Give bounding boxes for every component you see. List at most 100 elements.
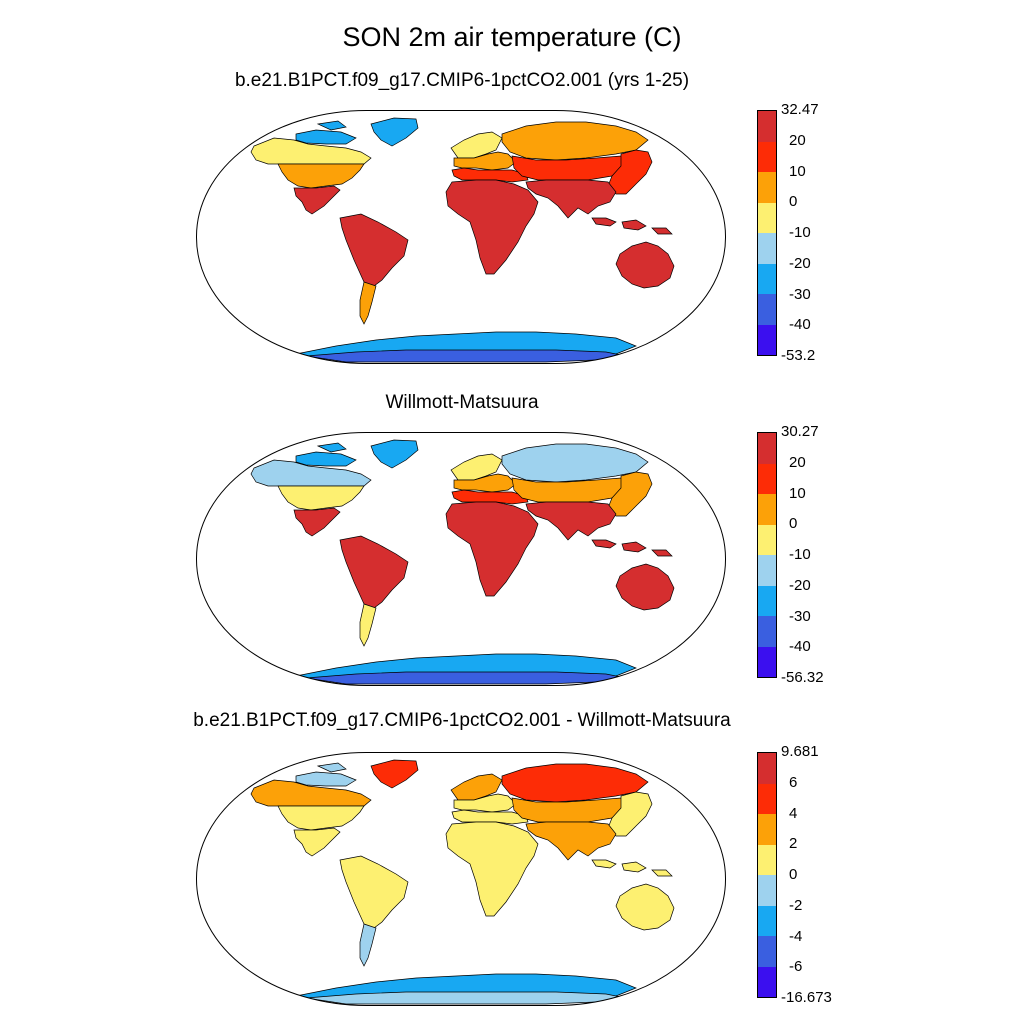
colorbar-swatch (758, 494, 776, 525)
colorbar-tick-label: -30 (789, 285, 811, 303)
colorbar-swatch (758, 202, 776, 233)
colorbar-swatch (758, 263, 776, 294)
colorbar-swatch (758, 463, 776, 494)
colorbar-tick-label: -40 (789, 638, 811, 656)
land-region (295, 762, 357, 787)
land-region (359, 603, 377, 647)
map-outline (196, 110, 726, 364)
land-region (293, 827, 341, 857)
colorbar-tick-label: -6 (789, 958, 803, 976)
land-region (445, 179, 539, 275)
colorbar-tick-label: -2 (789, 896, 803, 914)
colorbar (757, 752, 777, 998)
colorbar-tick-label: 9.681 (781, 743, 819, 760)
land-region (451, 809, 529, 825)
land-region (591, 539, 673, 557)
land-region (525, 501, 617, 541)
colorbar-swatch (758, 433, 776, 464)
land-region (511, 477, 627, 503)
land-region (525, 179, 617, 219)
world-map (196, 432, 726, 686)
colorbar-tick-label: -20 (789, 576, 811, 594)
colorbar-swatch (758, 324, 776, 355)
colorbar-swatch (758, 294, 776, 325)
colorbar (757, 110, 777, 356)
colorbar-tick-label: -40 (789, 316, 811, 334)
land-region (615, 883, 675, 931)
colorbar-swatch (758, 814, 776, 845)
land-region (615, 563, 675, 611)
land-region (339, 535, 409, 609)
colorbar-swatch (758, 783, 776, 814)
colorbar-swatch (758, 905, 776, 936)
land-region (607, 471, 653, 517)
colorbar-tick-label: 10 (789, 484, 806, 502)
land-region (359, 923, 377, 967)
colorbar-tick-label: 20 (789, 131, 806, 149)
map-outline (196, 752, 726, 1006)
land-region (451, 489, 529, 505)
colorbar-tick-label: -10 (789, 224, 811, 241)
land-region (453, 473, 517, 493)
panel-title: b.e21.B1PCT.f09_g17.CMIP6-1pctCO2.001 - … (193, 710, 731, 731)
colorbar-tick-label: 30.27 (781, 423, 819, 440)
land-region (591, 217, 673, 235)
colorbar-swatch (758, 524, 776, 555)
colorbar-tick-label: 6 (789, 773, 798, 791)
land-region (293, 507, 341, 537)
colorbar-tick-label: -53.2 (781, 347, 816, 364)
land-region (607, 149, 653, 195)
colorbar-tick-label: 32.47 (781, 101, 819, 118)
land-region (277, 485, 365, 511)
colorbar-tick-label: 0 (789, 193, 798, 211)
colorbar-swatch (758, 233, 776, 264)
colorbar-swatch (758, 585, 776, 616)
land-region (525, 821, 617, 861)
land-region (511, 155, 627, 181)
colorbar-swatch (758, 111, 776, 142)
land-region (607, 791, 653, 837)
colorbar-tick-label: 20 (789, 453, 806, 471)
land-region (591, 859, 673, 877)
land-region (445, 821, 539, 917)
land-region (453, 793, 517, 813)
land-region (339, 855, 409, 929)
colorbar-swatch (758, 141, 776, 172)
figure-title: SON 2m air temperature (C) (342, 22, 682, 52)
land-region (293, 185, 341, 215)
land-region (277, 805, 365, 831)
panel-title: Willmott-Matsuura (385, 392, 539, 413)
land-region (451, 167, 529, 183)
land-region (295, 442, 357, 467)
colorbar-swatch (758, 844, 776, 875)
world-map (196, 110, 726, 364)
colorbar-swatch (758, 172, 776, 203)
land-region (370, 759, 419, 789)
colorbar-swatch (758, 646, 776, 677)
colorbar-swatch (758, 616, 776, 647)
land-region (511, 797, 627, 823)
colorbar (757, 432, 777, 678)
land-region (445, 501, 539, 597)
land-region (370, 117, 419, 147)
colorbar-swatch (758, 875, 776, 906)
colorbar-swatch (758, 936, 776, 967)
panel-title: b.e21.B1PCT.f09_g17.CMIP6-1pctCO2.001 (y… (234, 70, 690, 91)
land-region (370, 439, 419, 469)
land-region (359, 281, 377, 325)
colorbar-swatch (758, 753, 776, 784)
colorbar-swatch (758, 555, 776, 586)
colorbar-tick-label: -10 (789, 546, 811, 563)
colorbar-tick-label: -4 (789, 927, 803, 945)
world-map (196, 752, 726, 1006)
colorbar-tick-label: -16.673 (781, 989, 832, 1006)
colorbar-tick-label: -56.32 (781, 669, 824, 686)
land-region (295, 120, 357, 145)
land-region (339, 213, 409, 287)
map-outline (196, 432, 726, 686)
colorbar-tick-label: -20 (789, 254, 811, 272)
colorbar-tick-label: 2 (789, 835, 798, 853)
colorbar-tick-label: 0 (789, 515, 798, 533)
land-region (615, 241, 675, 289)
colorbar-swatch (758, 966, 776, 997)
